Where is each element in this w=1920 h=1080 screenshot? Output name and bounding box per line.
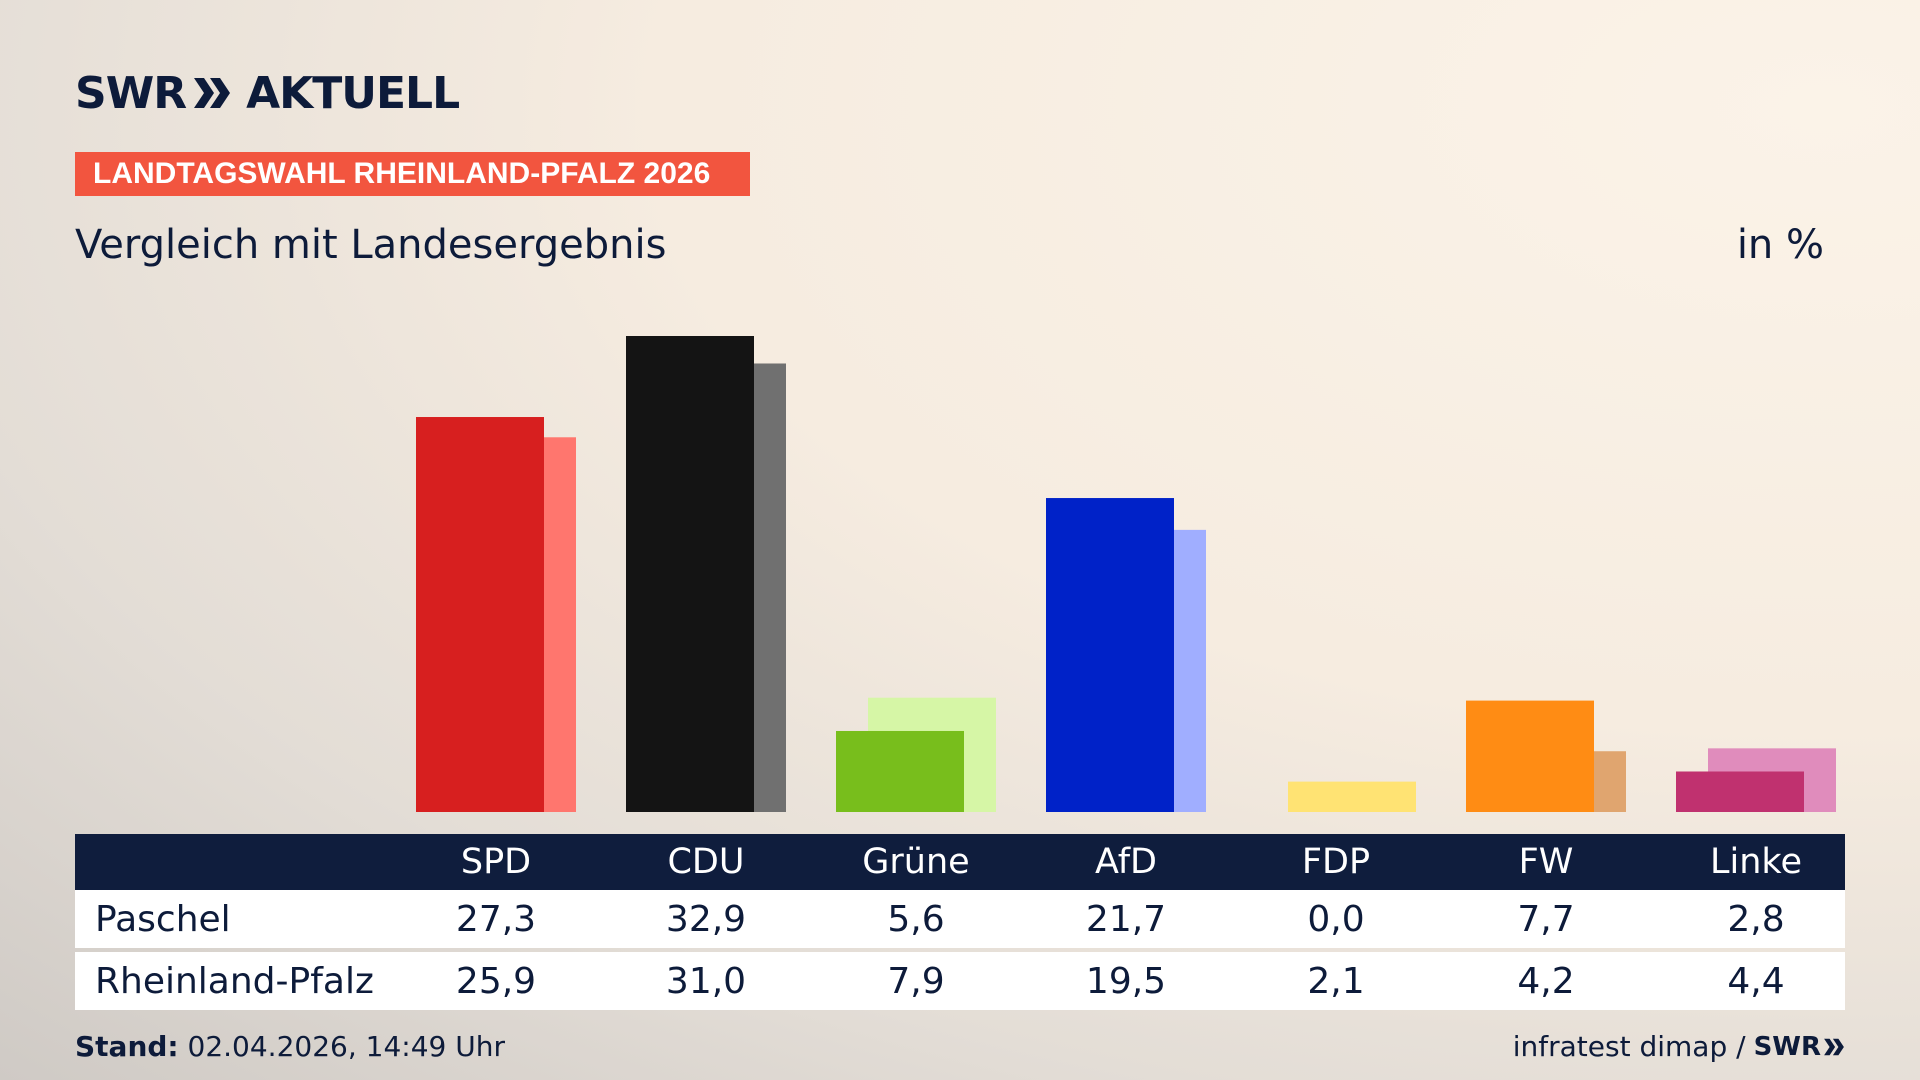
header-cdu: CDU — [667, 842, 745, 882]
value-fdp-paschel: 0,0 — [1307, 898, 1365, 940]
stand-label: Stand: — [75, 1030, 179, 1063]
value-cdu-paschel: 32,9 — [665, 898, 747, 940]
header-spd: SPD — [460, 842, 532, 882]
source-logo-text: SWR — [1753, 1031, 1821, 1062]
value-linke-paschel: 2,8 — [1727, 898, 1785, 940]
chart-subtitle: Vergleich mit Landesergebnis — [75, 222, 667, 268]
table-header-row: SPD CDU Grüne AfD FDP FW Linke — [75, 834, 1845, 890]
bar-cdu-paschel — [626, 336, 754, 812]
row-label-rheinland-pfalz: Rheinland-Pfalz — [95, 960, 374, 1002]
footer-stand: Stand: 02.04.2026, 14:49 Uhr — [75, 1030, 505, 1063]
bar-spd-paschel — [416, 417, 544, 812]
value-afd-rheinland-pfalz: 19,5 — [1085, 960, 1167, 1002]
results-table: SPD CDU Grüne AfD FDP FW Linke Paschel 27,3 32,… — [75, 834, 1845, 1010]
logo-text: SWR — [75, 67, 187, 119]
table-row-paschel: Paschel 27,3 32,9 5,6 21,7 0,0 7,7 2,8 — [75, 890, 1845, 948]
value-gruene-rheinland-pfalz: 7,9 — [887, 960, 945, 1002]
value-linke-rheinland-pfalz: 4,4 — [1727, 960, 1785, 1002]
bar-afd-paschel — [1046, 498, 1174, 812]
header-afd: AfD — [1095, 842, 1157, 882]
source-text: infratest dimap / — [1512, 1030, 1746, 1063]
election-badge: LANDTAGSWAHL RHEINLAND-PFALZ 2026 — [75, 152, 750, 196]
value-cdu-rheinland-pfalz: 31,0 — [665, 960, 747, 1002]
double-chevron-icon — [1824, 1038, 1844, 1055]
row-label-paschel: Paschel — [95, 898, 231, 940]
value-fdp-rheinland-pfalz: 2,1 — [1307, 960, 1365, 1002]
bar-gruene-paschel — [836, 730, 964, 812]
bar-fdp-rheinland-pfalz — [1288, 781, 1416, 812]
bar-linke-paschel — [1676, 771, 1804, 812]
value-gruene-paschel: 5,6 — [887, 898, 945, 940]
bar-fw-paschel — [1466, 700, 1594, 812]
value-spd-paschel: 27,3 — [455, 898, 537, 940]
value-afd-paschel: 21,7 — [1085, 898, 1167, 940]
logo-suffix: AKTUELL — [246, 67, 460, 119]
value-fw-paschel: 7,7 — [1517, 898, 1575, 940]
value-fw-rheinland-pfalz: 4,2 — [1517, 960, 1575, 1002]
unit-label: in % — [1736, 222, 1824, 268]
bar-chart — [416, 336, 1836, 812]
footer-source: infratest dimap / SWR — [1513, 1030, 1845, 1063]
value-spd-rheinland-pfalz: 25,9 — [455, 960, 537, 1002]
header-fw: FW — [1518, 842, 1574, 882]
header-linke: Linke — [1710, 842, 1802, 882]
header-fdp: FDP — [1301, 842, 1371, 882]
table-row-rheinland-pfalz: Rheinland-Pfalz 25,9 31,0 7,9 19,5 2,1 4,2 4,4 — [75, 952, 1845, 1010]
source-logo: SWR — [1754, 1032, 1845, 1062]
stand-value: 02.04.2026, 14:49 Uhr — [178, 1030, 505, 1063]
swr-aktuell-logo: SWR AKTUELL — [75, 66, 460, 120]
double-chevron-icon — [194, 78, 231, 108]
header-gruene: Grüne — [862, 842, 970, 882]
